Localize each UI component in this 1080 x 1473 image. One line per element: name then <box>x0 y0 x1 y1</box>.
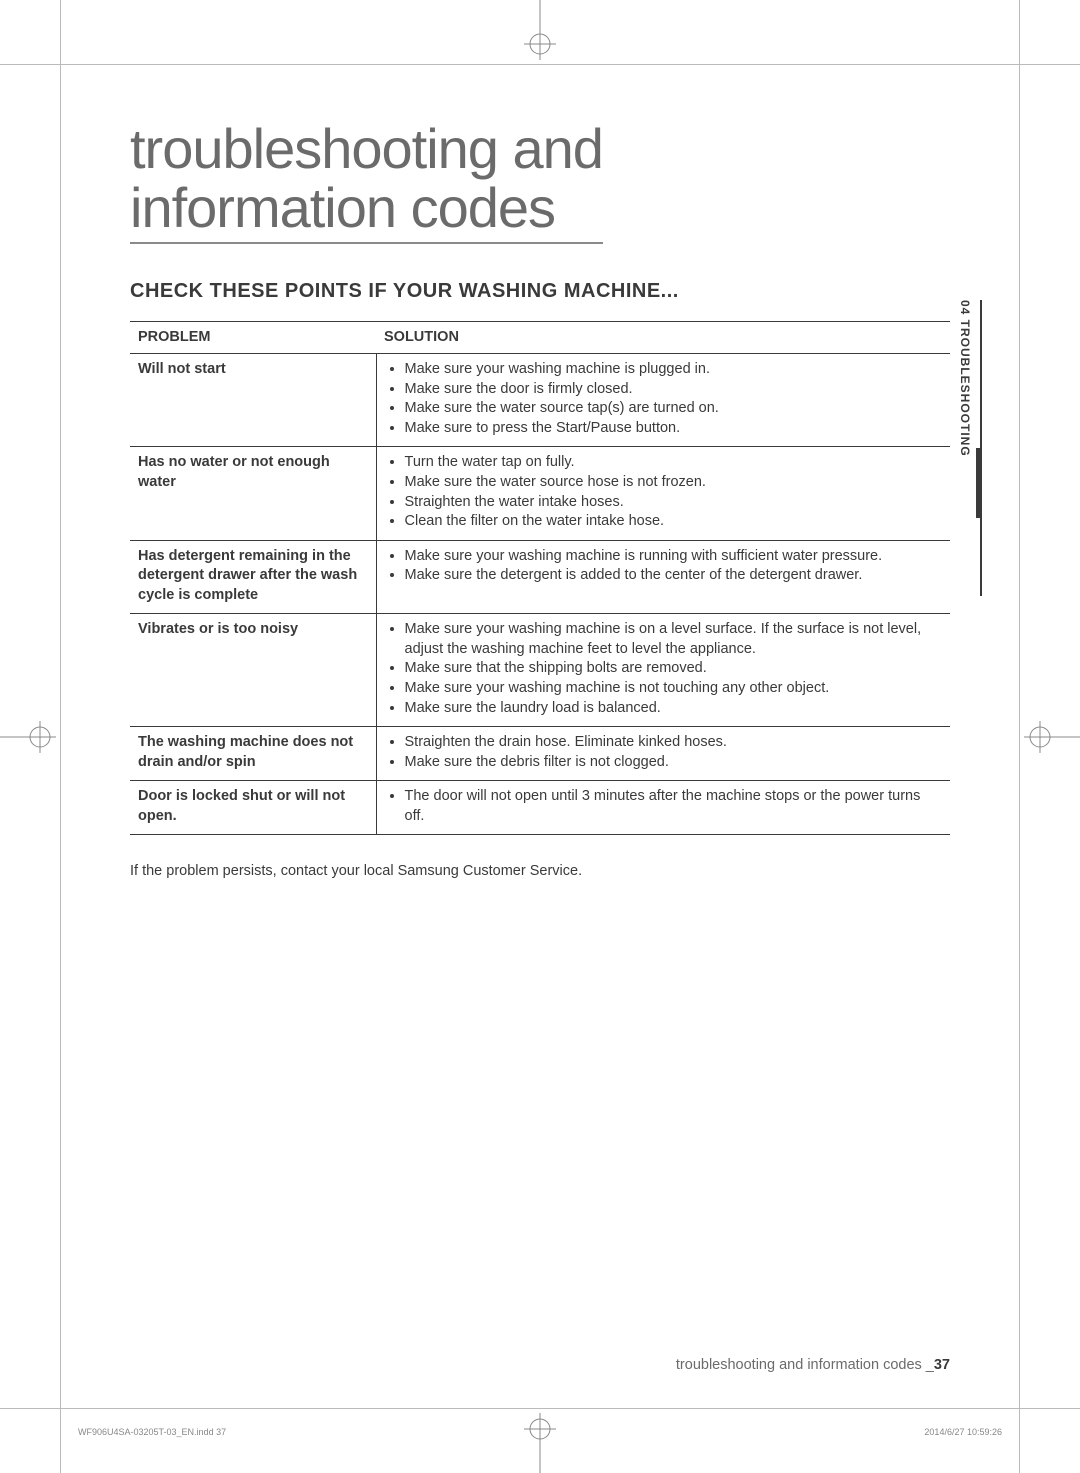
table-row: Has no water or not enough waterTurn the… <box>130 447 950 540</box>
section-tab-marker <box>976 448 982 518</box>
section-tab: 04 TROUBLESHOOTING <box>950 300 976 596</box>
registration-mark-left-icon <box>0 707 60 767</box>
page-footer: troubleshooting and information codes _3… <box>676 1357 950 1373</box>
solution-item: Make sure your washing machine is plugge… <box>405 360 943 380</box>
solution-cell: Straighten the drain hose. Eliminate kin… <box>376 727 950 781</box>
solution-item: Make sure the water source tap(s) are tu… <box>405 399 943 419</box>
table-row: Will not start Make sure your washing mac… <box>130 354 950 447</box>
table-row: Door is locked shut or will not open. The… <box>130 781 950 835</box>
solution-list: Make sure your washing machine is on a l… <box>385 620 943 718</box>
table-row: The washing machine does not drain and/o… <box>130 727 950 781</box>
solution-item: The door will not open until 3 minutes a… <box>405 787 943 826</box>
section-tab-label: 04 TROUBLESHOOTING <box>958 300 972 457</box>
solution-item: Make sure your washing machine is on a l… <box>405 620 943 659</box>
solution-item: Make sure that the shipping bolts are re… <box>405 659 943 679</box>
table-header-problem: PROBLEM <box>130 321 376 354</box>
page-title: troubleshooting and information codes <box>130 120 603 244</box>
problem-cell: The washing machine does not drain and/o… <box>130 727 376 781</box>
registration-mark-right-icon <box>1020 707 1080 767</box>
solution-item: Make sure the laundry load is balanced. <box>405 699 943 719</box>
problem-cell: Door is locked shut or will not open. <box>130 781 376 835</box>
registration-mark-top-icon <box>510 0 570 64</box>
imprint-filename: WF906U4SA-03205T-03_EN.indd 37 <box>78 1427 226 1437</box>
table-header-row: PROBLEM SOLUTION <box>130 321 950 354</box>
table-row: Vibrates or is too noisy Make sure your w… <box>130 614 950 727</box>
page-title-line-1: troubleshooting and <box>130 117 603 180</box>
solution-item: Make sure your washing machine is not to… <box>405 679 943 699</box>
problem-cell: Vibrates or is too noisy <box>130 614 376 727</box>
solution-cell: Turn the water tap on fully.Make sure th… <box>376 447 950 540</box>
solution-item: Straighten the water intake hoses. <box>405 493 943 513</box>
solution-item: Make sure the water source hose is not f… <box>405 473 943 493</box>
footer-note: If the problem persists, contact your lo… <box>130 863 950 879</box>
trim-line-top <box>0 64 1080 65</box>
table-row: Has detergent remaining in the detergent… <box>130 540 950 614</box>
page-number: 37 <box>934 1357 950 1373</box>
solution-cell: Make sure your washing machine is runnin… <box>376 540 950 614</box>
solution-item: Make sure the door is firmly closed. <box>405 380 943 400</box>
registration-mark-bottom-icon <box>510 1409 570 1473</box>
problem-cell: Will not start <box>130 354 376 447</box>
solution-cell: The door will not open until 3 minutes a… <box>376 781 950 835</box>
page-title-line-2: information codes <box>130 176 555 239</box>
solution-item: Make sure your washing machine is runnin… <box>405 547 943 567</box>
table-header-solution: SOLUTION <box>376 321 950 354</box>
footer-section-name: troubleshooting and information codes _ <box>676 1357 934 1373</box>
imprint-timestamp: 2014/6/27 10:59:26 <box>924 1427 1002 1437</box>
solution-item: Make sure the debris filter is not clogg… <box>405 753 943 773</box>
solution-list: The door will not open until 3 minutes a… <box>385 787 943 826</box>
solution-cell: Make sure your washing machine is plugge… <box>376 354 950 447</box>
page: 04 TROUBLESHOOTING troubleshooting and i… <box>0 0 1080 1473</box>
section-heading: CHECK THESE POINTS IF YOUR WASHING MACHI… <box>130 280 950 303</box>
trim-line-left <box>60 0 61 1473</box>
problem-cell: Has no water or not enough water <box>130 447 376 540</box>
solution-item: Turn the water tap on fully. <box>405 453 943 473</box>
solution-list: Make sure your washing machine is runnin… <box>385 547 943 586</box>
solution-item: Straighten the drain hose. Eliminate kin… <box>405 733 943 753</box>
solution-cell: Make sure your washing machine is on a l… <box>376 614 950 727</box>
solution-item: Make sure to press the Start/Pause butto… <box>405 419 943 439</box>
solution-list: Make sure your washing machine is plugge… <box>385 360 943 438</box>
solution-item: Make sure the detergent is added to the … <box>405 566 943 586</box>
problem-cell: Has detergent remaining in the detergent… <box>130 540 376 614</box>
troubleshooting-table: PROBLEM SOLUTION Will not start Make sure… <box>130 321 950 836</box>
solution-list: Turn the water tap on fully.Make sure th… <box>385 453 943 531</box>
solution-list: Straighten the drain hose. Eliminate kin… <box>385 733 943 772</box>
solution-item: Clean the filter on the water intake hos… <box>405 512 943 532</box>
